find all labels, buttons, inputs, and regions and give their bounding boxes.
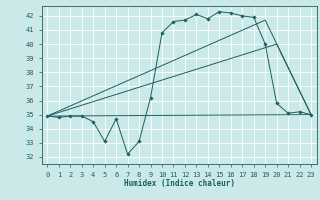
X-axis label: Humidex (Indice chaleur): Humidex (Indice chaleur) (124, 179, 235, 188)
